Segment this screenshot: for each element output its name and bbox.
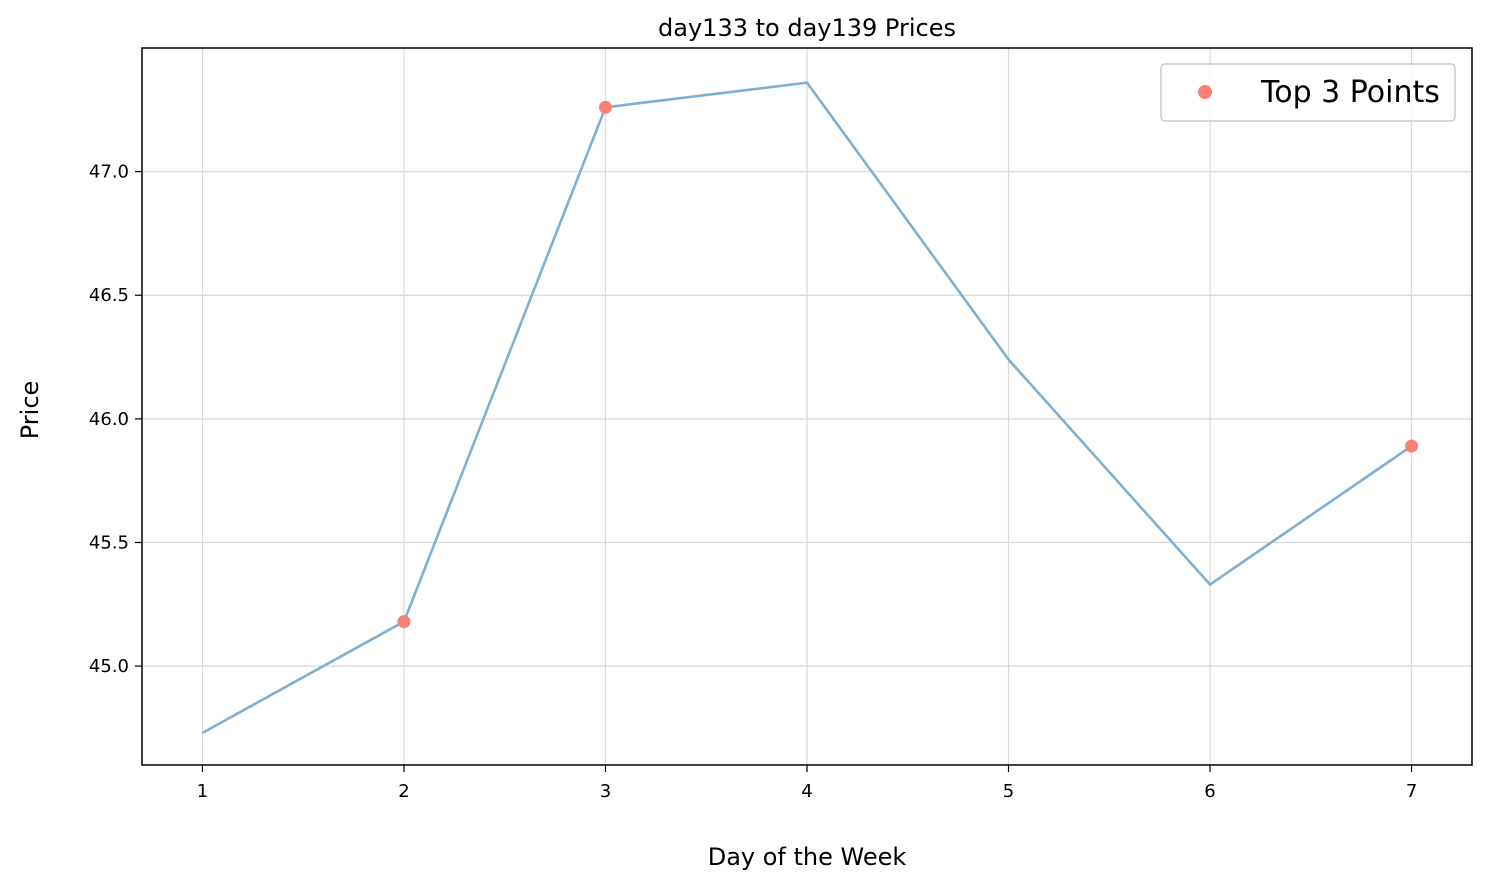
y-axis-ticks: 45.0 45.5 46.0 46.5 47.0 bbox=[89, 162, 142, 677]
legend: Top 3 Points bbox=[1160, 63, 1456, 122]
y-axis-label: Price bbox=[16, 381, 44, 440]
x-axis-label: Day of the Week bbox=[708, 843, 907, 871]
top-point bbox=[397, 615, 411, 629]
top-point bbox=[598, 100, 612, 114]
top-point bbox=[1405, 439, 1419, 453]
legend-box bbox=[1160, 63, 1456, 122]
x-axis-ticks: 1 2 3 4 5 6 7 bbox=[197, 765, 1417, 802]
x-tick-label: 6 bbox=[1204, 781, 1215, 802]
x-tick-label: 4 bbox=[801, 781, 812, 802]
x-tick-label: 3 bbox=[600, 781, 611, 802]
y-tick-label: 46.0 bbox=[89, 409, 129, 430]
y-tick-label: 47.0 bbox=[89, 162, 129, 183]
highlight-points bbox=[397, 100, 1419, 629]
x-tick-label: 1 bbox=[197, 781, 208, 802]
y-tick-label: 46.5 bbox=[89, 285, 129, 306]
legend-label: Top 3 Points bbox=[1260, 75, 1440, 110]
x-tick-label: 7 bbox=[1406, 781, 1417, 802]
y-tick-label: 45.0 bbox=[89, 656, 129, 677]
grid bbox=[142, 48, 1472, 765]
chart-title: day133 to day139 Prices bbox=[658, 14, 956, 42]
x-tick-label: 5 bbox=[1003, 781, 1014, 802]
x-tick-label: 2 bbox=[398, 781, 409, 802]
legend-marker bbox=[1198, 85, 1212, 99]
y-tick-label: 45.5 bbox=[89, 532, 129, 553]
